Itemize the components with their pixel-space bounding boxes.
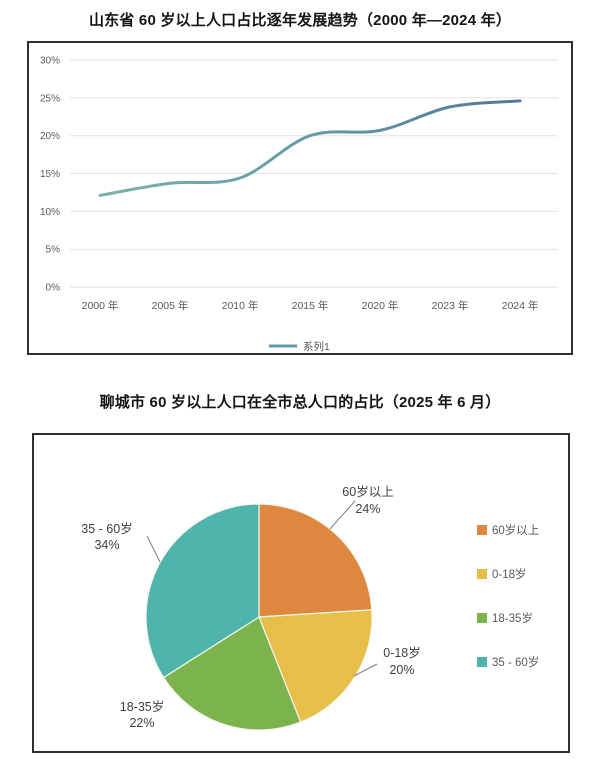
pie-chart-panel: 60岁以上 24% 0-18岁 20% 18-35岁 22% 35 - 60岁 34% 60岁以… [32,433,570,753]
legend-label: 0-18岁 [492,567,527,581]
line-legend: 系列1 [269,340,330,353]
callout-label: 18-35岁 [120,699,164,714]
legend-series-label: 系列1 [303,340,330,353]
y-tick-label: 15% [40,169,60,180]
pie-callouts: 60岁以上 24% 0-18岁 20% 18-35岁 22% 35 - 60岁 34% [81,484,420,730]
trend-line [98,99,522,197]
callout-label: 60岁以上 [342,484,393,499]
y-tick-label: 5% [46,245,61,256]
line-chart-title: 山东省 60 岁以上人口占比逐年发展趋势（2000 年—2024 年） [88,12,512,29]
legend-swatch [477,525,487,535]
legend-swatch [477,613,487,623]
callout-leader-line [329,500,356,530]
callout-label: 0-18岁 [383,645,421,660]
pie-slice-0 [258,503,373,618]
callout-value: 22% [129,716,154,730]
y-tick-label: 10% [40,207,60,218]
callout-leader-line [146,535,161,563]
pie-slice-1 [258,609,373,723]
y-tick-label: 0% [46,283,61,294]
x-tick-label: 2020 年 [362,299,399,312]
legend-label: 18-35岁 [492,611,533,625]
x-axis-labels: 2000 年 2005 年 2010 年 2015 年 2020 年 2023 年 2024… [82,299,539,312]
callout-value: 24% [355,502,380,516]
pie-legend: 60岁以上 0-18岁 18-35岁 35 - 60岁 [477,523,539,669]
y-tick-label: 20% [40,131,60,142]
pie [145,503,373,731]
gridlines [70,59,558,288]
x-tick-label: 2015 年 [292,299,329,312]
line-chart: 0% 5% 10% 15% 20% 25% 30% 2000 年 2005 年 2010 年 201… [40,56,558,353]
legend-label: 60岁以上 [492,523,539,537]
line-chart-panel: 0% 5% 10% 15% 20% 25% 30% 2000 年 2005 年 2010 年 201… [27,41,573,355]
x-tick-label: 2010 年 [222,299,259,312]
legend-swatch [477,569,487,579]
x-tick-label: 2023 年 [432,299,469,312]
x-tick-label: 2005 年 [152,299,189,312]
x-tick-label: 2000 年 [82,299,119,312]
legend-swatch [477,657,487,667]
legend-label: 35 - 60岁 [492,655,539,669]
callout-value: 34% [94,538,119,552]
pie-chart-title: 聊城市 60 岁以上人口在全市总人口的占比（2025 年 6 月） [99,394,501,411]
callout-leader-line [353,663,378,677]
pie-slice-3 [145,503,260,679]
y-axis-labels: 0% 5% 10% 15% 20% 25% 30% [40,56,60,294]
x-tick-label: 2024 年 [502,299,539,312]
pie-slice-2 [163,616,302,731]
y-tick-label: 30% [40,56,60,67]
callout-value: 20% [389,663,414,677]
y-tick-label: 25% [40,93,60,104]
callout-label: 35 - 60岁 [81,521,132,536]
